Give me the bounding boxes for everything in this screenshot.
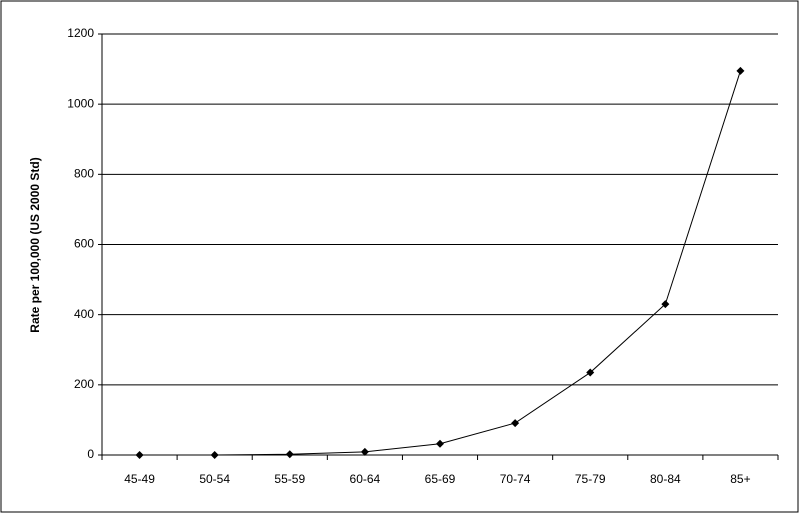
x-tick-label: 65-69 <box>425 472 456 486</box>
marker <box>436 439 444 448</box>
y-axis-label: Rate per 100,000 (US 2000 Std) <box>28 157 42 332</box>
marker <box>661 300 670 309</box>
x-tick-label: 70-74 <box>500 472 531 486</box>
marker <box>511 419 520 428</box>
x-tick-label: 80-84 <box>650 472 681 486</box>
x-tick-label: 60-64 <box>350 472 381 486</box>
marker <box>210 451 219 459</box>
x-tick-label: 85+ <box>730 472 750 486</box>
y-tick-label: 1000 <box>67 96 94 110</box>
y-tick-label: 0 <box>87 447 94 461</box>
y-tick-label: 400 <box>74 307 94 321</box>
y-tick-label: 1200 <box>67 26 94 40</box>
marker <box>736 66 745 75</box>
marker <box>586 368 595 377</box>
x-tick-label: 45-49 <box>124 472 155 486</box>
x-tick-label: 55-59 <box>274 472 305 486</box>
y-tick-label: 200 <box>74 377 94 391</box>
y-tick-label: 800 <box>74 167 94 181</box>
x-tick-label: 50-54 <box>199 472 230 486</box>
y-tick-label: 600 <box>74 237 94 251</box>
marker <box>135 451 144 459</box>
x-tick-label: 75-79 <box>575 472 606 486</box>
marker <box>360 447 369 456</box>
marker <box>285 450 294 459</box>
